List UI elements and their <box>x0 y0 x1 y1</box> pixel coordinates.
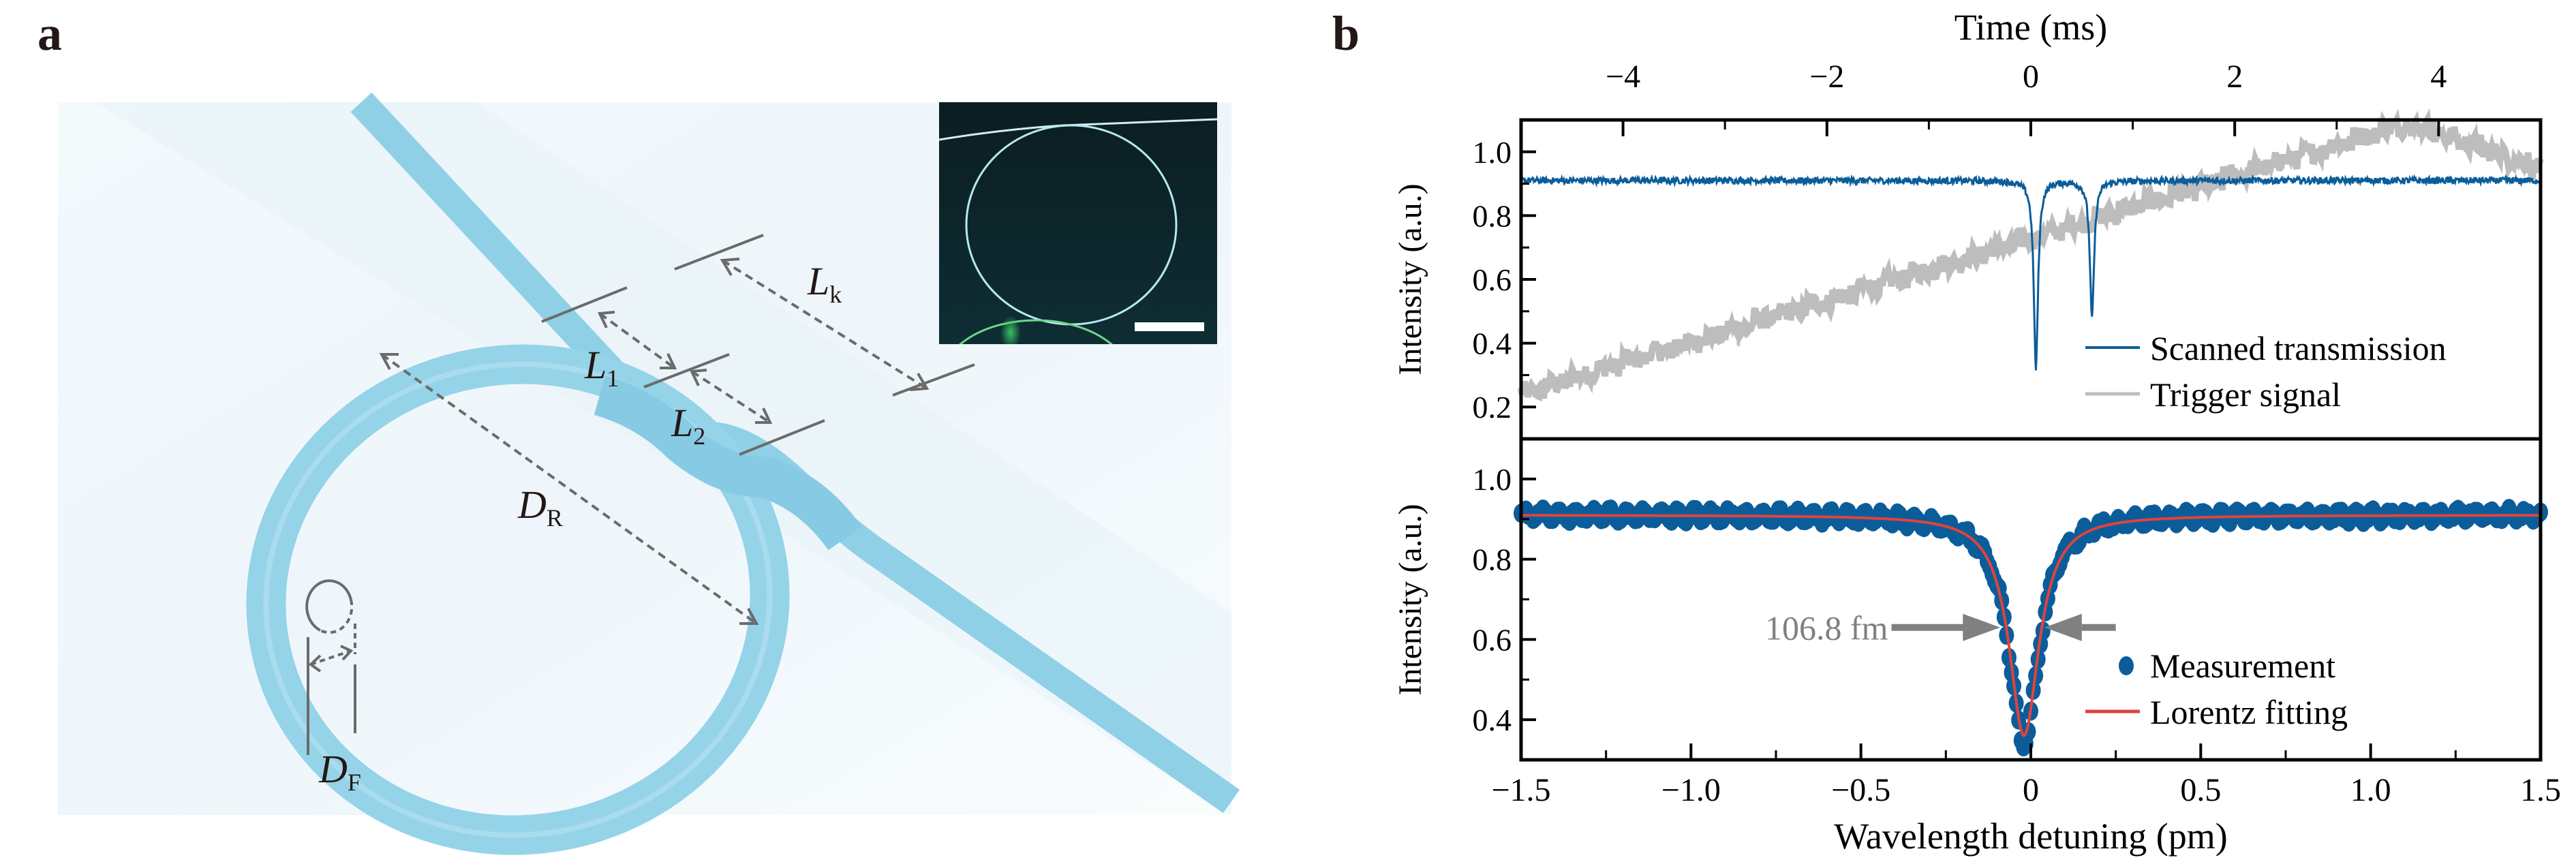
top-ytick-label: 0.6 <box>1473 262 1512 297</box>
label-L2: L2 <box>671 401 705 450</box>
top-legend: Scanned transmission Trigger signal <box>2085 329 2447 414</box>
panel-b-label: b <box>1332 6 1360 61</box>
top-xtick-label: 4 <box>2430 59 2447 95</box>
panel-a-illustration: Lk L1 L2 DR DF <box>58 92 1240 855</box>
top-ytick-label: 1.0 <box>1473 135 1512 170</box>
bottom-legend: Measurement Lorentz fitting <box>2085 647 2348 731</box>
bottom-xtick-label: 1.0 <box>2350 772 2391 808</box>
fwhm-annotation: 106.8 fm <box>1765 609 2116 647</box>
lorentz-fit-line <box>1521 514 2541 738</box>
dimension-DR <box>379 353 759 625</box>
measurement-point <box>2001 648 2017 668</box>
label-Lk: Lk <box>807 259 842 308</box>
bottom-yaxis-title: Intensity (a.u.) <box>1392 504 1428 695</box>
top-yaxis-title: Intensity (a.u.) <box>1392 183 1428 375</box>
bottom-xtick-label: −0.5 <box>1831 772 1890 808</box>
top-xtick-label: 0 <box>2023 59 2039 95</box>
bottom-xtick-label: 1.5 <box>2520 772 2561 808</box>
fwhm-label: 106.8 fm <box>1765 609 1888 647</box>
scale-bar <box>1135 322 1204 331</box>
top-xtick-label: −2 <box>1809 59 1844 95</box>
bottom-ytick-label: 0.8 <box>1473 542 1512 577</box>
bottom-ytick-label: 0.4 <box>1473 703 1512 737</box>
dimension-Lk <box>674 234 975 397</box>
label-DR: DR <box>517 482 563 532</box>
trigger-signal-line <box>1518 108 2544 402</box>
label-DF: DF <box>318 747 361 796</box>
bottom-xtick-label: 0.5 <box>2180 772 2221 808</box>
bottom-xtick-label: 0 <box>2023 772 2039 808</box>
top-ytick-label: 0.8 <box>1473 198 1512 233</box>
bottom-xtick-label: −1.5 <box>1491 772 1550 808</box>
inset-lower-ring <box>958 319 1114 344</box>
fiber-ring-highlight <box>263 361 773 838</box>
bottom-xtick-label: −1.0 <box>1661 772 1721 808</box>
dimension-L1 <box>541 286 730 388</box>
top-plot-frame <box>1519 118 2543 441</box>
reflection-band <box>95 102 1231 815</box>
fwhm-left-arrowhead <box>1963 613 2001 641</box>
dimension-L2 <box>689 369 825 456</box>
top-ytick-label: 0.2 <box>1473 390 1512 425</box>
legend-label-transmission: Scanned transmission <box>2150 329 2447 367</box>
legend-label-measurement: Measurement <box>2150 647 2335 685</box>
bottom-ytick-label: 0.6 <box>1473 622 1512 657</box>
bottom-xaxis-title: Wavelength detuning (pm) <box>1834 816 2228 857</box>
legend-swatch-measurement <box>2119 656 2134 675</box>
label-L1: L1 <box>584 343 619 392</box>
legend-label-fit: Lorentz fitting <box>2150 693 2348 731</box>
top-xaxis-title: Time (ms) <box>1954 7 2108 48</box>
knot-twist <box>594 375 862 551</box>
measurement-points <box>1514 499 2548 757</box>
dimension-DF <box>305 579 356 755</box>
inset-glow <box>1000 316 1021 344</box>
fwhm-right-arrowhead <box>2044 613 2082 641</box>
top-xtick-label: −4 <box>1606 59 1640 95</box>
top-ytick-label: 0.4 <box>1473 326 1512 361</box>
legend-label-trigger: Trigger signal <box>2150 375 2341 414</box>
panel-a-label: a <box>37 6 62 61</box>
scanned-transmission-line <box>1520 173 2542 371</box>
bottom-ytick-label: 1.0 <box>1473 462 1512 497</box>
top-xtick-label: 2 <box>2226 59 2243 95</box>
inset-micrograph <box>939 102 1217 344</box>
